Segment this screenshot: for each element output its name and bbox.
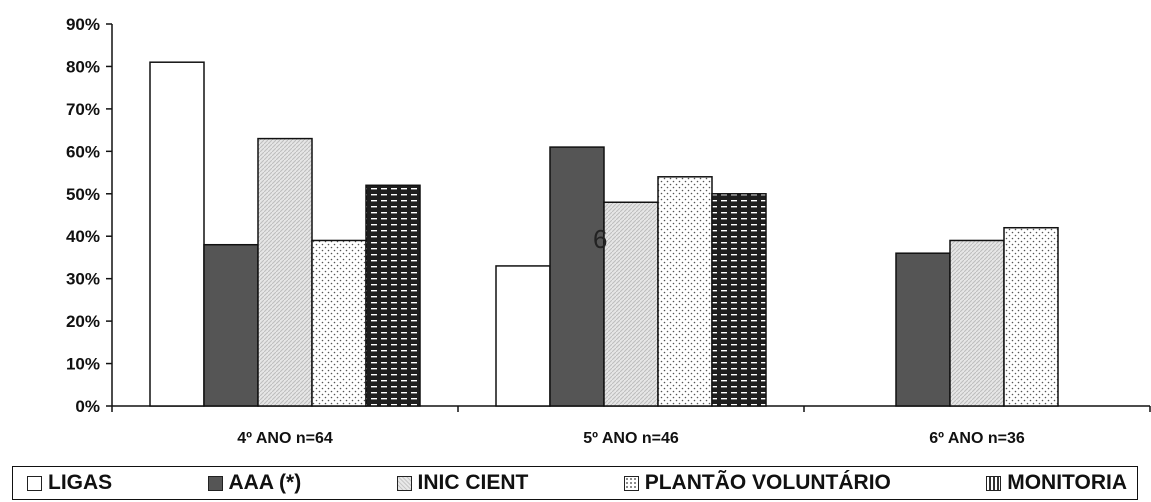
legend: LIGAS AAA (*) INIC CIENT PLANTÃO VOLUNTÁ… <box>12 466 1138 500</box>
bars <box>149 61 1059 407</box>
legend-swatch-inic-cient <box>396 475 412 491</box>
legend-item-ligas: LIGAS <box>27 471 112 495</box>
bar-inic-cient-3 <box>949 239 1005 407</box>
bar-chart: 0% 10% 20% 30% 40% 50% 60% 70% 80% 90% 4º ANO n=6… <box>66 15 1151 447</box>
legend-swatch-monitoria <box>986 475 1002 491</box>
legend-item-monitoria: MONITORIA <box>986 471 1127 495</box>
y-tick-label: 50% <box>66 185 100 204</box>
legend-label-aaa: AAA (*) <box>228 471 302 494</box>
y-tick-label: 30% <box>66 270 100 289</box>
legend-swatch-ligas <box>27 475 42 491</box>
legend-label-plantao-voluntario: PLANTÃO VOLUNTÁRIO <box>644 471 891 494</box>
bar-monitoria-1 <box>365 184 421 407</box>
bar-aaa-1 <box>203 243 259 407</box>
y-tick-label: 40% <box>66 227 100 246</box>
bar-ligas-1 <box>149 61 205 407</box>
annotation-text: 6 <box>593 224 607 254</box>
legend-label-inic-cient: INIC CIENT <box>417 471 529 494</box>
y-tick-label: 20% <box>66 312 100 331</box>
legend-item-aaa: AAA (*) <box>207 471 302 495</box>
y-tick-label: 60% <box>66 142 100 161</box>
legend-label-monitoria: MONITORIA <box>1007 471 1127 494</box>
bar-aaa-2 <box>549 146 605 407</box>
bar-monitoria-2 <box>711 193 767 407</box>
y-axis: 0% 10% 20% 30% 40% 50% 60% 70% 80% 90% <box>66 15 113 416</box>
y-tick-label: 80% <box>66 57 100 76</box>
category-labels: 4º ANO n=64 5º ANO n=46 6º ANO n=36 <box>237 430 1025 447</box>
legend-item-inic-cient: INIC CIENT <box>396 471 529 495</box>
y-tick-label: 90% <box>66 15 100 34</box>
bar-aaa-3 <box>895 252 951 407</box>
bar-plantao-voluntario-1 <box>311 239 367 407</box>
x-category-label: 4º ANO n=64 <box>237 430 333 447</box>
x-category-label: 6º ANO n=36 <box>929 430 1025 447</box>
legend-label-ligas: LIGAS <box>48 471 113 494</box>
bar-inic-cient-2 <box>603 201 659 407</box>
x-axis <box>111 405 1151 412</box>
bar-ligas-2 <box>495 265 551 407</box>
legend-item-plantao-voluntario: PLANTÃO VOLUNTÁRIO <box>623 471 891 495</box>
bar-plantao-voluntario-3 <box>1003 226 1059 407</box>
y-tick-label: 70% <box>66 100 100 119</box>
y-tick-label: 10% <box>66 355 100 374</box>
bar-plantao-voluntario-2 <box>657 176 713 407</box>
x-category-label: 5º ANO n=46 <box>583 430 679 447</box>
bar-inic-cient-1 <box>257 137 313 407</box>
legend-swatch-plantao-voluntario <box>623 475 639 491</box>
legend-swatch-aaa <box>207 475 223 491</box>
y-tick-label: 0% <box>75 397 100 416</box>
